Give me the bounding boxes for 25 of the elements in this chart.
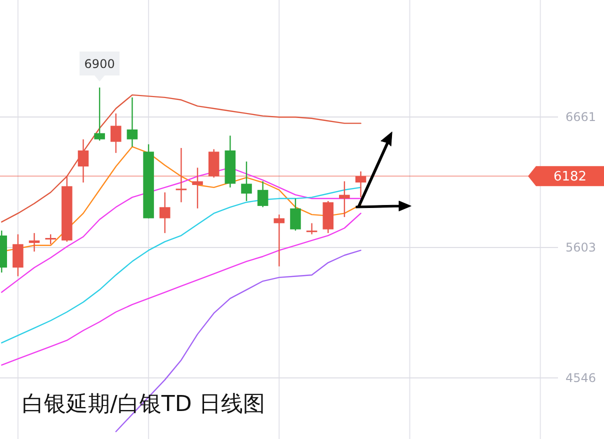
- candlestick: [306, 222, 318, 235]
- candlestick: [241, 160, 252, 202]
- line-series: [1, 167, 362, 293]
- candlestick: [12, 234, 24, 277]
- candlestick: [355, 170, 366, 198]
- candlestick: [28, 232, 40, 252]
- y-tick-label: 5603: [565, 240, 596, 255]
- y-tick-label: 6661: [565, 110, 596, 124]
- annotation: 6900: [84, 56, 115, 71]
- text: 白银延期/白银TD 日线图: [22, 392, 265, 417]
- line-series: [1, 212, 362, 366]
- candlestick: [126, 96, 138, 148]
- candlestick: [257, 180, 268, 208]
- candlestick: [94, 86, 105, 142]
- candlestick: [45, 234, 56, 245]
- line-series: [1, 186, 362, 344]
- candlestick: [176, 147, 187, 203]
- candlestick: [78, 138, 89, 184]
- candlestick: [110, 112, 122, 154]
- y-tick-label: 4546: [565, 371, 596, 386]
- ref-line-label: 6182: [553, 170, 587, 185]
- candlestick: [192, 167, 203, 209]
- candlestick: [290, 198, 301, 232]
- candlestick: [159, 192, 170, 234]
- candlestick: [339, 180, 350, 218]
